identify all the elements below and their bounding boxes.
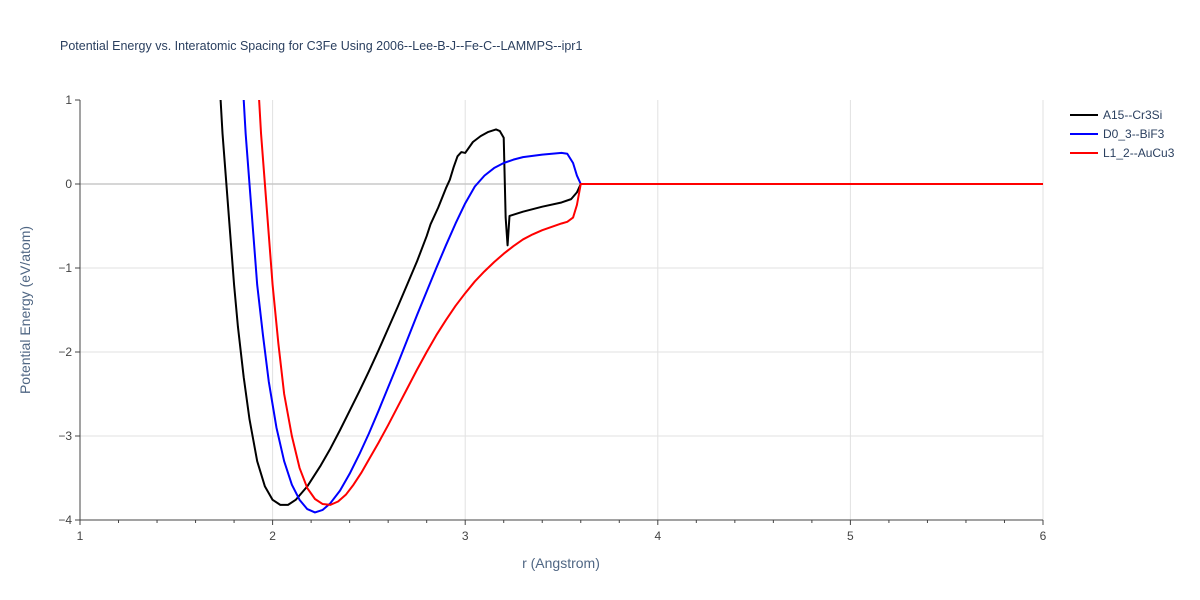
legend-item-2[interactable]: L1_2--AuCu3	[1070, 146, 1175, 160]
x-tick-label: 6	[1040, 529, 1047, 543]
x-tick-label: 2	[269, 529, 276, 543]
y-tick-label: −3	[58, 429, 72, 443]
legend-label: A15--Cr3Si	[1103, 108, 1162, 122]
chart-title: Potential Energy vs. Interatomic Spacing…	[60, 39, 582, 53]
legend[interactable]: A15--Cr3Si D0_3--BiF3 L1_2--AuCu3	[1070, 108, 1175, 160]
series-group	[219, 100, 1043, 514]
x-tick-label: 1	[77, 529, 84, 543]
series-line-1[interactable]	[242, 100, 1043, 514]
x-axis-label: r (Angstrom)	[522, 555, 600, 571]
y-tick-label: −1	[58, 261, 72, 275]
legend-item-1[interactable]: D0_3--BiF3	[1070, 127, 1165, 141]
y-tick-label: 1	[65, 93, 72, 107]
series-line-2[interactable]	[258, 100, 1043, 506]
legend-label: D0_3--BiF3	[1103, 127, 1165, 141]
legend-label: L1_2--AuCu3	[1103, 146, 1175, 160]
y-tick-label: 0	[65, 177, 72, 191]
x-tick-label: 3	[462, 529, 469, 543]
x-tick-label: 5	[847, 529, 854, 543]
y-ticks: 1 0 −1 −2 −3 −4	[58, 93, 80, 527]
y-tick-label: −4	[58, 513, 72, 527]
x-tick-label: 4	[654, 529, 661, 543]
x-ticks: 1 2 3 4 5 6	[77, 520, 1047, 543]
legend-item-0[interactable]: A15--Cr3Si	[1070, 108, 1162, 122]
series-line-0[interactable]	[219, 100, 1043, 506]
y-tick-label: −2	[58, 345, 72, 359]
y-axis-label: Potential Energy (eV/atom)	[17, 226, 33, 394]
axes	[79, 100, 1043, 521]
